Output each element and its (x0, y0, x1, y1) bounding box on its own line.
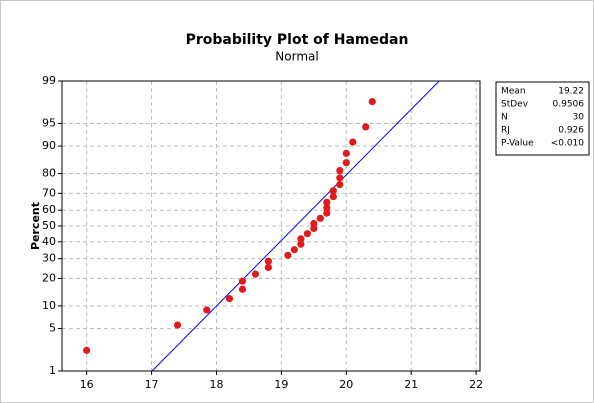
stat-label: P-Value (501, 139, 534, 149)
data-point (310, 219, 318, 228)
data-point (342, 159, 350, 167)
y-tick-label: 60 (42, 203, 56, 216)
y-tick-label: 40 (42, 235, 56, 248)
data-point (83, 346, 91, 354)
fit-line (151, 81, 440, 371)
data-point (316, 214, 324, 222)
stat-value: 19.22 (558, 87, 584, 97)
data-point (342, 149, 350, 157)
data-point (362, 123, 370, 131)
data-point (264, 257, 273, 265)
x-tick-label: 20 (339, 378, 353, 391)
stat-label: StDev (501, 100, 529, 110)
x-tick-label: 17 (145, 378, 159, 391)
y-tick-label: 30 (42, 252, 56, 265)
data-point (329, 187, 337, 195)
data-point (303, 230, 311, 238)
stats-box (495, 81, 590, 156)
data-point (264, 263, 273, 272)
data-point (323, 204, 331, 212)
data-point (336, 166, 344, 175)
data-point (203, 306, 211, 314)
y-tick-label: 20 (42, 271, 56, 284)
y-tick-label: 10 (42, 299, 56, 312)
stat-value: 0.926 (558, 126, 584, 136)
stat-value: <0.010 (551, 139, 585, 149)
chart-title: Probability Plot of Hamedan (186, 32, 409, 48)
y-tick-label: 70 (42, 186, 56, 199)
data-point (349, 138, 357, 146)
stat-label: RJ (501, 126, 510, 136)
data-point (225, 295, 234, 303)
stat-label: N (501, 113, 508, 123)
data-point (297, 240, 305, 248)
data-point (251, 270, 260, 278)
grid (62, 80, 480, 372)
stat-value: 0.9506 (553, 100, 585, 110)
y-axis-label: Percent (29, 202, 42, 250)
stat-label: Mean (501, 87, 526, 97)
y-tick-label: 90 (42, 139, 56, 152)
data-point (173, 321, 182, 329)
data-point (336, 180, 344, 189)
data-point (297, 235, 305, 243)
data-point (336, 174, 344, 182)
x-tick-label: 19 (274, 378, 288, 391)
x-tick-label: 18 (209, 378, 223, 391)
x-tick-label: 21 (404, 378, 418, 391)
data-point (284, 251, 292, 259)
data-point (323, 209, 331, 217)
stat-value: 30 (573, 113, 585, 123)
y-tick-label: 80 (42, 167, 56, 180)
y-tick-label: 1 (49, 364, 56, 377)
data-point (238, 285, 247, 293)
data-point (238, 277, 247, 285)
fit-line-group (151, 81, 440, 371)
y-tick-label: 99 (42, 74, 56, 87)
x-tick-label: 16 (80, 378, 94, 391)
data-point (323, 198, 331, 206)
data-point (368, 98, 376, 106)
points (83, 98, 376, 354)
data-point (290, 246, 298, 254)
y-tick-label: 50 (42, 219, 56, 232)
data-point (310, 224, 318, 233)
y-tick-label: 5 (49, 322, 56, 335)
data-point (329, 193, 337, 201)
x-tick-label: 22 (469, 378, 483, 391)
y-tick-label: 95 (42, 116, 56, 129)
chart-subtitle: Normal (275, 50, 318, 64)
